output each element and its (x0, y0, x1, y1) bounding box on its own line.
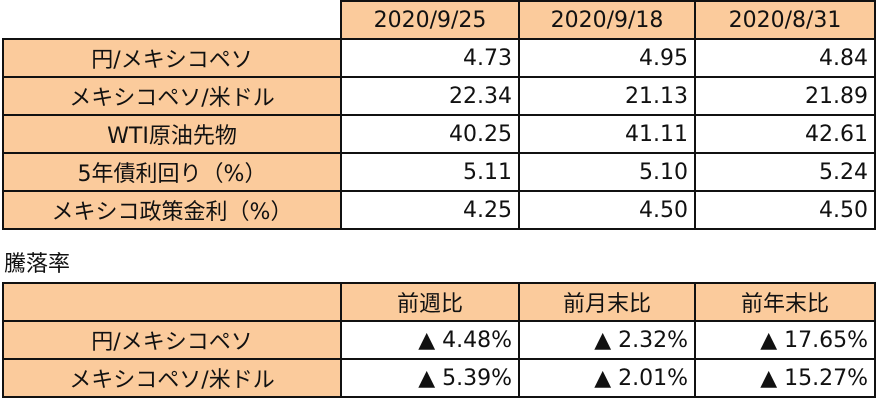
table-row: 5年債利回り（%） 5.11 5.10 5.24 (2, 152, 876, 192)
cell-value: 4.84 (694, 38, 876, 78)
cell-value: ▲ 15.27% (694, 358, 876, 398)
row-label: WTI原油先物 (2, 114, 342, 154)
table-row: メキシコ政策金利（%） 4.25 4.50 4.50 (2, 190, 876, 230)
cell-value: 40.25 (340, 114, 520, 154)
row-label: メキシコペソ/米ドル (2, 76, 342, 116)
header-row: 前週比 前月末比 前年末比 (2, 282, 876, 322)
column-header: 2020/9/18 (518, 0, 696, 40)
cell-value: 22.34 (340, 76, 520, 116)
cell-value: 5.10 (518, 152, 696, 192)
rates-table: 2020/9/25 2020/9/18 2020/8/31 円/メキシコペソ 4.… (2, 0, 876, 230)
cell-value: ▲ 2.01% (518, 358, 696, 398)
corner-cell (3, 1, 342, 40)
change-table: 前週比 前月末比 前年末比 円/メキシコペソ ▲ 4.48% ▲ 2.32% ▲ 17… (2, 282, 876, 398)
row-label: メキシコ政策金利（%） (2, 190, 342, 230)
cell-value: 5.24 (694, 152, 876, 192)
cell-value: 4.95 (518, 38, 696, 78)
row-label: 5年債利回り（%） (2, 152, 342, 192)
table-row: メキシコペソ/米ドル ▲ 5.39% ▲ 2.01% ▲ 15.27% (2, 358, 876, 398)
table-row: 円/メキシコペソ ▲ 4.48% ▲ 2.32% ▲ 17.65% (2, 320, 876, 360)
header-row: 2020/9/25 2020/9/18 2020/8/31 (3, 0, 876, 40)
change-table-title: 騰落率 (4, 252, 71, 277)
row-label: メキシコペソ/米ドル (2, 358, 342, 398)
corner-cell (2, 282, 342, 322)
cell-value: ▲ 17.65% (694, 320, 876, 360)
cell-value: 41.11 (518, 114, 696, 154)
cell-value: ▲ 5.39% (340, 358, 520, 398)
cell-value: 21.89 (694, 76, 876, 116)
cell-value: 4.25 (340, 190, 520, 230)
cell-value: 4.73 (340, 38, 520, 78)
table-row: メキシコペソ/米ドル 22.34 21.13 21.89 (2, 76, 876, 116)
column-header: 2020/9/25 (340, 0, 520, 40)
cell-value: 5.11 (340, 152, 520, 192)
column-header: 2020/8/31 (694, 0, 876, 40)
row-label: 円/メキシコペソ (2, 320, 342, 360)
table-row: WTI原油先物 40.25 41.11 42.61 (2, 114, 876, 154)
cell-value: 4.50 (518, 190, 696, 230)
cell-value: ▲ 4.48% (340, 320, 520, 360)
column-header: 前週比 (340, 282, 520, 322)
table-row: 円/メキシコペソ 4.73 4.95 4.84 (2, 38, 876, 78)
cell-value: ▲ 2.32% (518, 320, 696, 360)
column-header: 前月末比 (518, 282, 696, 322)
row-label: 円/メキシコペソ (2, 38, 342, 78)
cell-value: 4.50 (694, 190, 876, 230)
cell-value: 42.61 (694, 114, 876, 154)
cell-value: 21.13 (518, 76, 696, 116)
column-header: 前年末比 (694, 282, 876, 322)
